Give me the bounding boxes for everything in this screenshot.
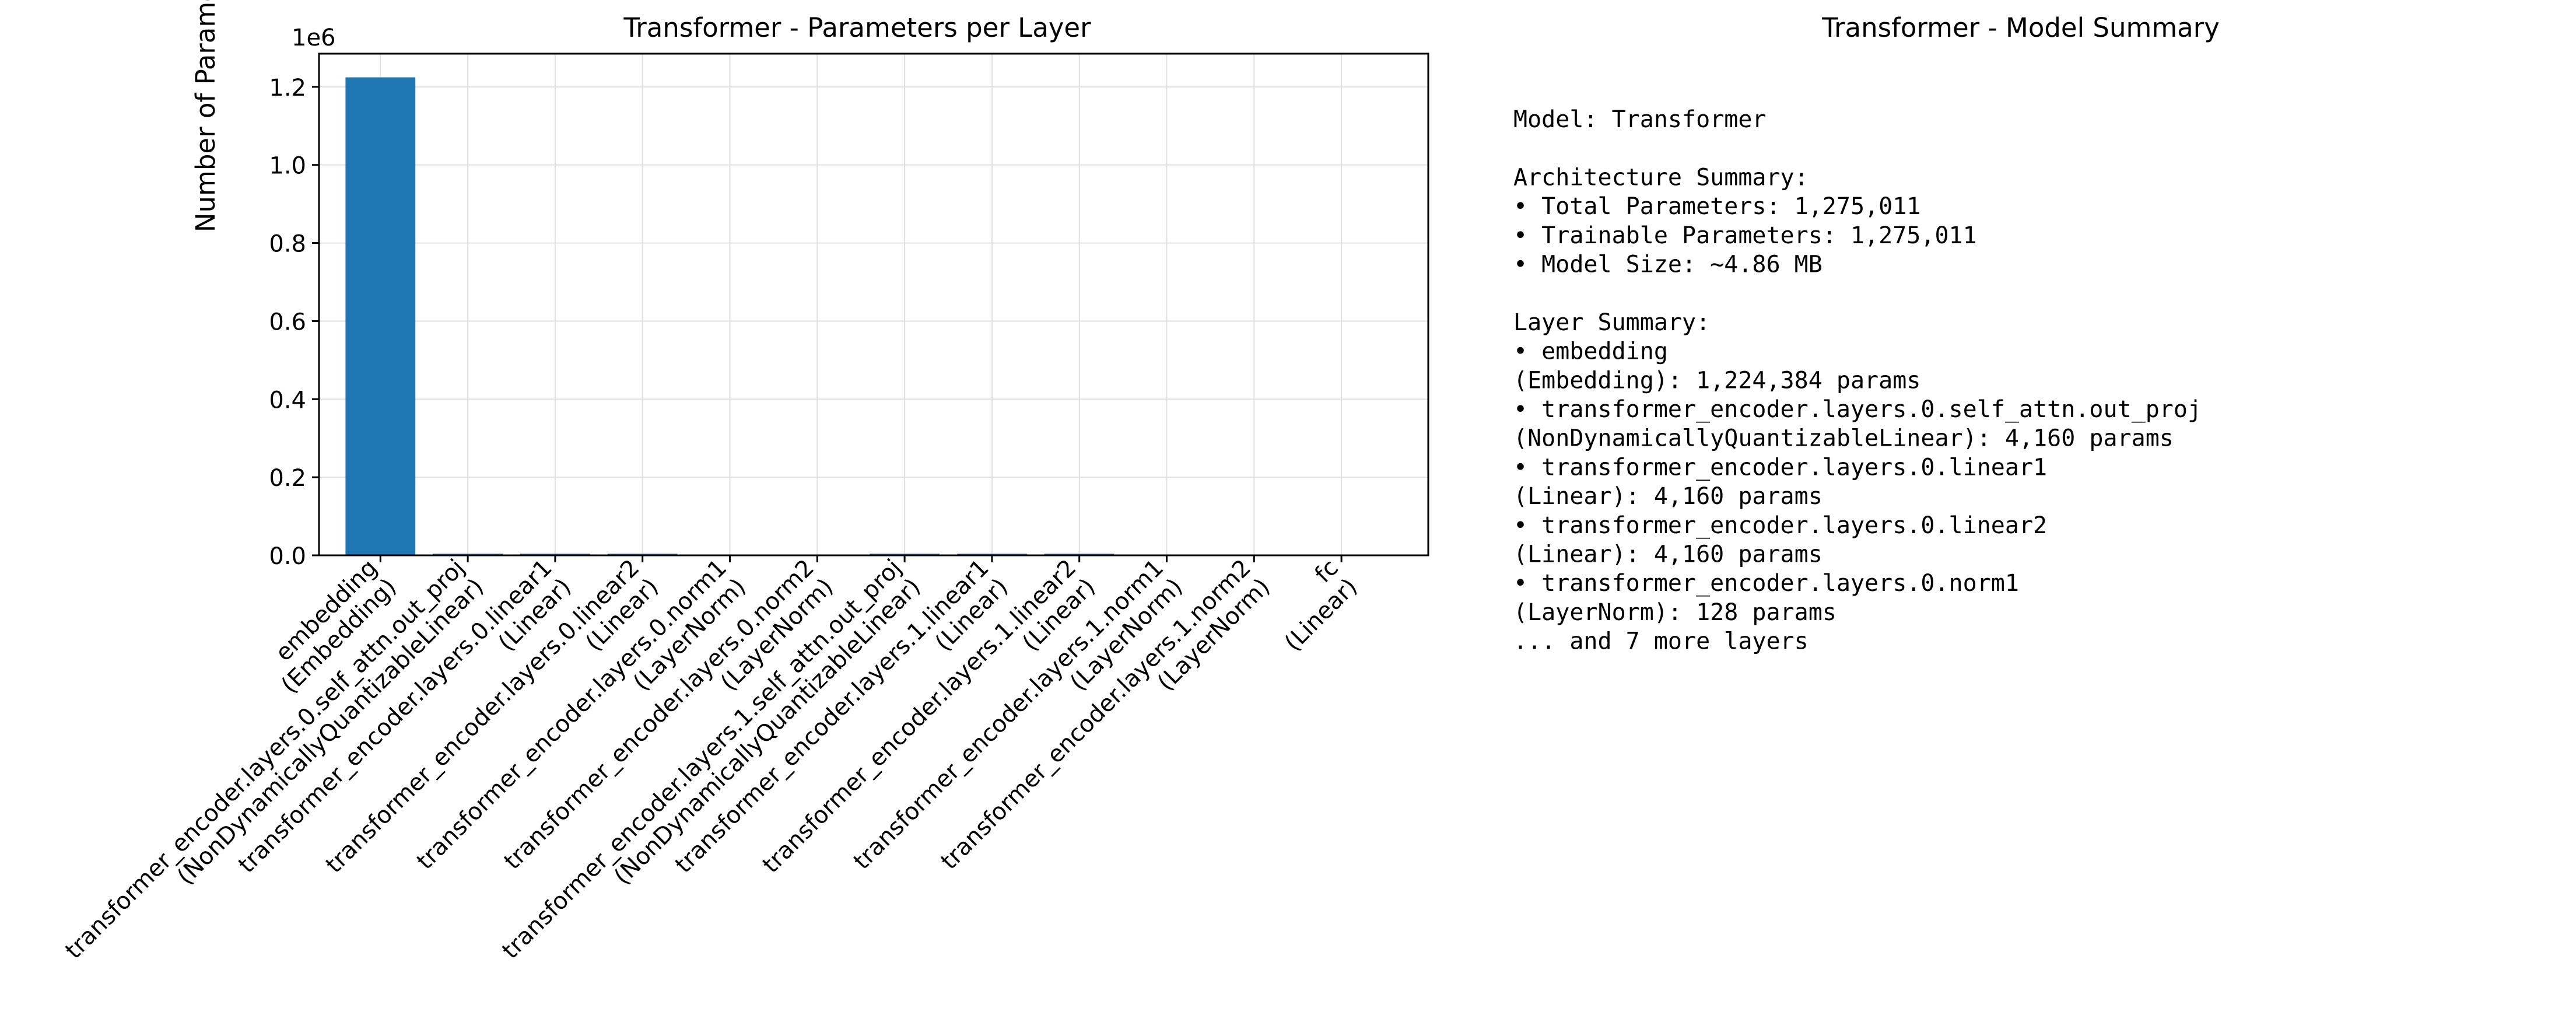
x-tick-label-line: transformer_encoder.layers.0.linear1 [233, 554, 558, 878]
parameters-bar-chart: Transformer - Parameters per Layer Numbe… [60, 0, 1429, 964]
y-tick-label: 1.2 [269, 75, 306, 102]
plot-frame [318, 52, 1429, 556]
grid-lines [319, 54, 1428, 556]
bars [345, 77, 1377, 556]
y-tick-label: 0.2 [269, 465, 306, 492]
y-axis-label: Number of Parameters [190, 0, 221, 232]
x-tick-label: fc(Linear) [1260, 554, 1362, 656]
y-tick-label: 0.8 [269, 231, 306, 258]
y-tick-label: 0.0 [269, 543, 306, 570]
y-axis-ticks: 0.0 0.2 0.4 0.6 0.8 1.0 1.2 [269, 75, 319, 570]
x-tick-label-line: (Linear) [1280, 573, 1363, 657]
summary-line: • Trainable Parameters: 1,275,011 [1513, 222, 1977, 249]
y-axis-offset-label: 1e6 [292, 24, 336, 51]
summary-line: (Linear): 4,160 params [1513, 541, 1823, 568]
y-tick-label: 0.6 [269, 309, 306, 335]
summary-line: (Linear): 4,160 params [1513, 483, 1823, 510]
summary-line: • transformer_encoder.layers.0.self_attn… [1513, 396, 2202, 423]
summary-line: (NonDynamicallyQuantizableLinear): 4,160… [1513, 425, 2174, 452]
y-tick-label: 1.0 [269, 153, 306, 180]
summary-line: Model: Transformer [1513, 106, 1766, 133]
x-axis-ticks: embedding(Embedding)transformer_encoder.… [60, 554, 1362, 964]
chart-title: Transformer - Parameters per Layer [623, 12, 1091, 43]
summary-line: ... and 7 more layers [1513, 628, 1809, 655]
summary-line: • Total Parameters: 1,275,011 [1513, 193, 1920, 220]
summary-line: • embedding [1513, 338, 1668, 365]
summary-line: Architecture Summary: [1513, 164, 1809, 191]
summary-title: Transformer - Model Summary [1821, 12, 2220, 43]
summary-line: (Embedding): 1,224,384 params [1513, 367, 1920, 394]
summary-line: • transformer_encoder.layers.0.norm1 [1513, 570, 2019, 597]
summary-line: • transformer_encoder.layers.0.linear1 [1513, 454, 2047, 481]
summary-line: • Model Size: ~4.86 MB [1513, 251, 1823, 278]
summary-line: Layer Summary: [1513, 309, 1710, 336]
x-tick-label-line: transformer_encoder.layers.0.self_attn.o… [60, 554, 470, 964]
y-tick-label: 0.4 [269, 387, 306, 414]
summary-line: • transformer_encoder.layers.0.linear2 [1513, 512, 2047, 539]
bar [345, 77, 416, 556]
model-summary-panel: Transformer - Model Summary Model: Trans… [1513, 12, 2220, 655]
summary-line: (LayerNorm): 128 params [1513, 599, 1837, 626]
